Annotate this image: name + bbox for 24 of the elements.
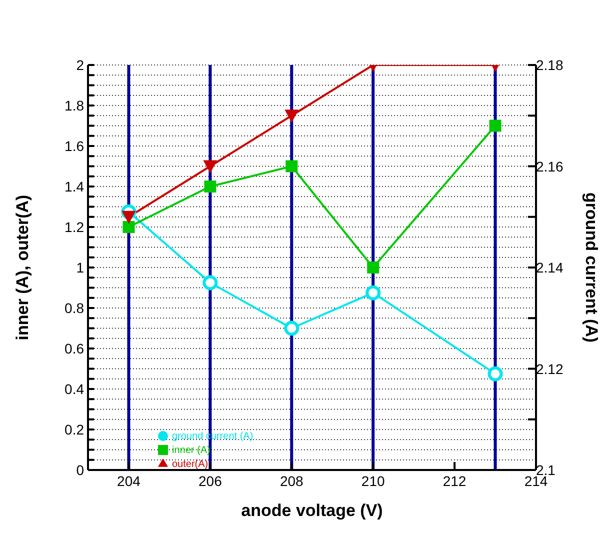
x-tick-label: 208 — [280, 473, 304, 489]
y-tick-label: 1.8 — [64, 98, 84, 114]
y-axis-title: inner (A), outer(A) — [13, 194, 32, 340]
y-tick-label: 1.4 — [64, 178, 84, 194]
y2-axis-title: ground current (A) — [582, 192, 601, 343]
y-tick-label: 1 — [76, 260, 84, 276]
y-tick-label: 0.6 — [64, 340, 84, 356]
y-tick-label: 2 — [76, 57, 84, 73]
y2-tick-label: 2.16 — [536, 158, 564, 174]
x-tick-label: 204 — [117, 473, 141, 489]
legend-label: outer(A) — [172, 459, 208, 470]
y-tick-label: 1.6 — [64, 138, 84, 154]
y-tick-label: 0.2 — [64, 422, 84, 438]
y2-tick-label: 2.14 — [536, 260, 564, 276]
y2-tick-label: 2.12 — [536, 360, 564, 377]
y2-tick-label: 2.18 — [536, 57, 564, 73]
x-axis-title: anode voltage (V) — [241, 501, 383, 520]
y-tick-label: 0.8 — [64, 300, 84, 316]
x-tick-label: 206 — [198, 473, 222, 489]
x-tick-label: 210 — [361, 473, 385, 489]
y-tick-label: 1.2 — [64, 219, 84, 235]
x-tick-label: 212 — [442, 473, 466, 489]
y-tick-label: 0 — [76, 462, 84, 478]
y-tick-label: 0.4 — [64, 381, 84, 397]
